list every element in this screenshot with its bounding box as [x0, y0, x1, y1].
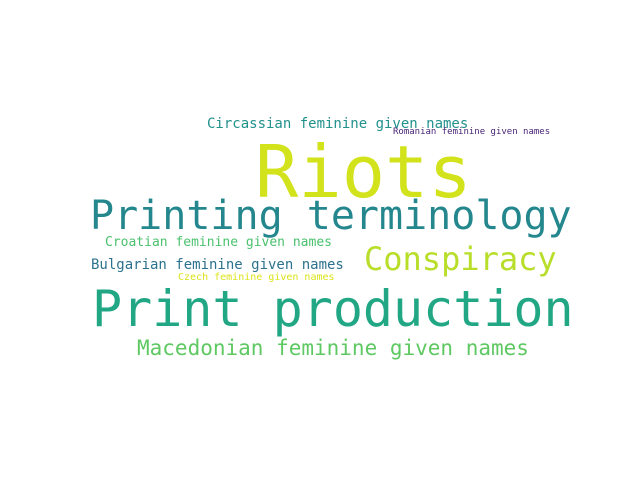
word-croatian-feminine-given-names: Croatian feminine given names	[105, 235, 332, 250]
word-conspiracy: Conspiracy	[364, 240, 557, 278]
word-macedonian-feminine-given-names: Macedonian feminine given names	[137, 336, 529, 360]
word-circassian-feminine-given-names: Circassian feminine given names	[207, 116, 469, 132]
word-bulgarian-feminine-given-names: Bulgarian feminine given names	[91, 257, 344, 273]
word-printing-terminology: Printing terminology	[90, 193, 572, 239]
word-print-production: Print production	[92, 280, 574, 338]
word-romanian-feminine-given-names: Romanian feminine given names	[393, 127, 551, 137]
word-riots: Riots	[255, 130, 472, 214]
word-czech-feminine-given-names: Czech feminine given names	[178, 272, 335, 283]
